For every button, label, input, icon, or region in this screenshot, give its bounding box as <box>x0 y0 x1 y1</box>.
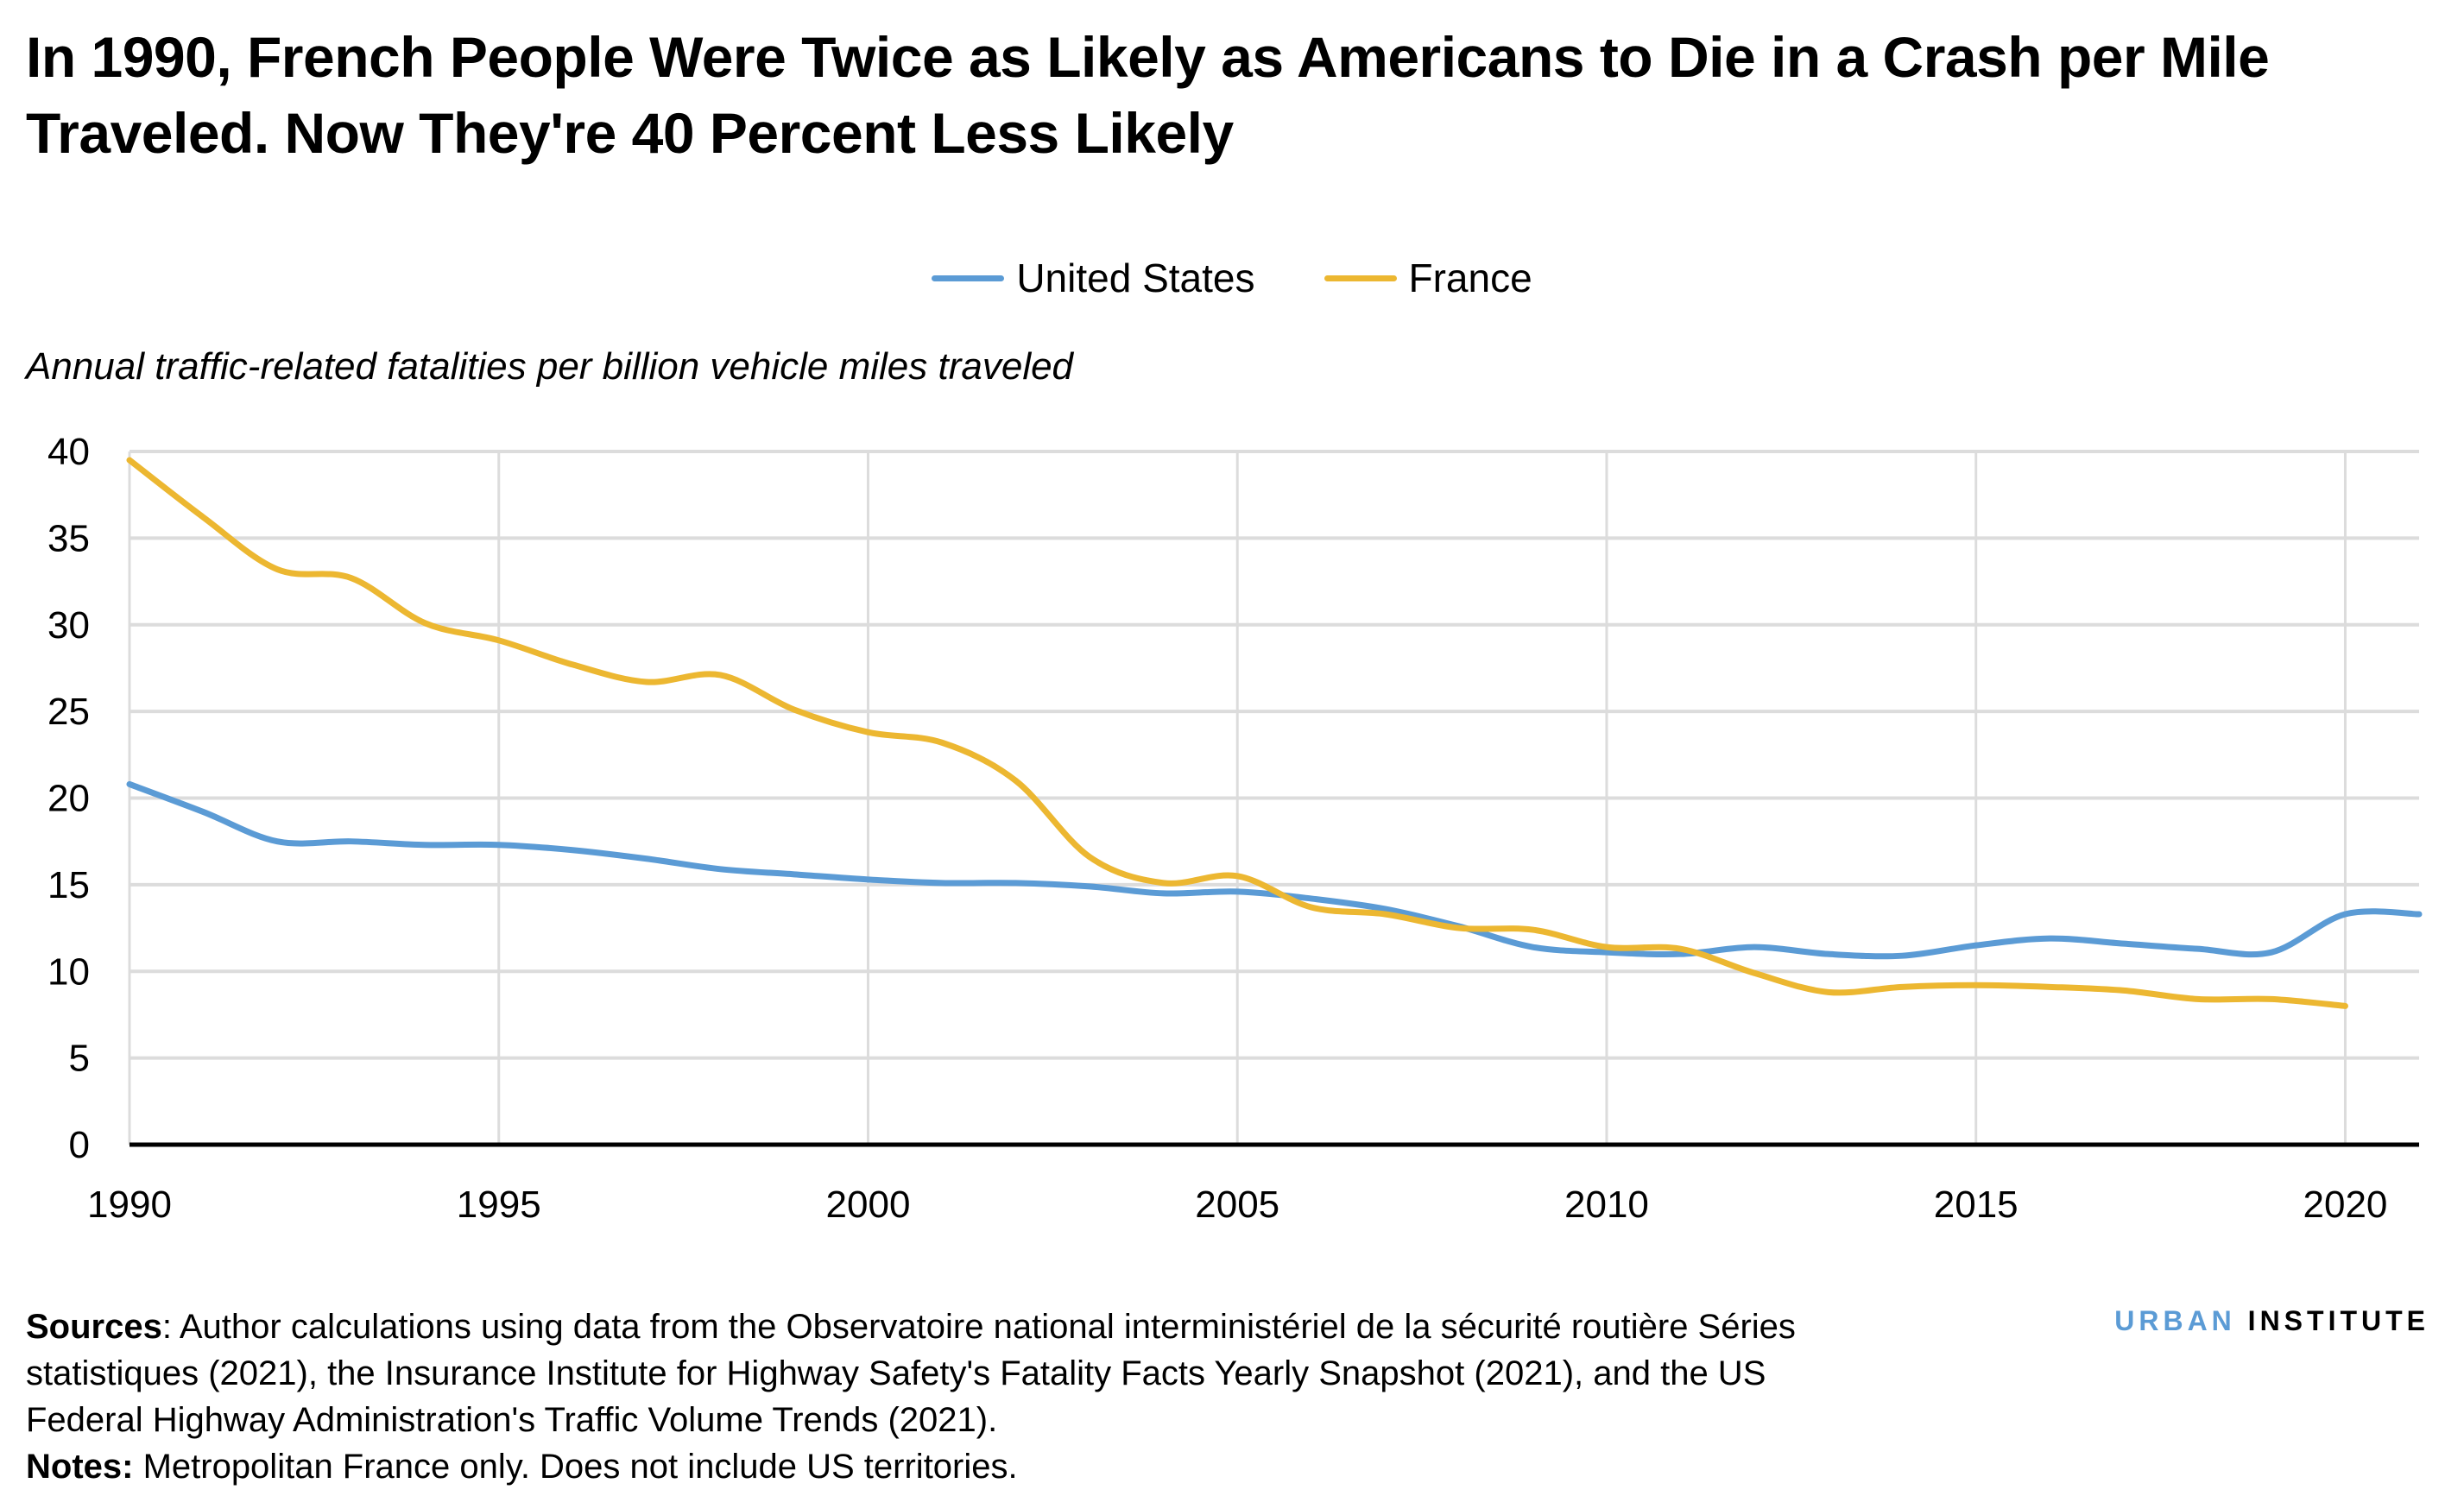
logo-urban: URBAN <box>2114 1305 2236 1336</box>
y-tick-label: 15 <box>47 864 90 906</box>
x-tick-label: 1995 <box>457 1184 541 1226</box>
footer: Sources: Author calculations using data … <box>26 1303 1839 1490</box>
legend: United States France <box>0 255 2464 301</box>
x-tick-label: 2000 <box>826 1184 911 1226</box>
y-axis-label: Annual traffic-related fatalities per bi… <box>26 345 1074 388</box>
chart-title: In 1990, French People Were Twice as Lik… <box>26 25 2270 165</box>
logo-institute: INSTITUTE <box>2247 1305 2429 1336</box>
series-line-france <box>126 457 2348 1009</box>
y-tick-label: 30 <box>47 604 90 647</box>
x-tick-label: 2020 <box>2303 1184 2388 1226</box>
x-tick-label: 2010 <box>1564 1184 1649 1226</box>
y-tick-label: 35 <box>47 517 90 559</box>
x-tick-label: 2015 <box>1934 1184 2019 1226</box>
sources-text: : Author calculations using data from th… <box>26 1308 1796 1439</box>
y-tick-label: 25 <box>47 691 90 733</box>
y-tick-label: 0 <box>69 1124 90 1166</box>
y-tick-label: 5 <box>69 1038 90 1080</box>
sources-label: Sources <box>26 1308 162 1346</box>
legend-swatch-united-states <box>932 275 1005 281</box>
y-tick-label: 10 <box>47 950 90 993</box>
legend-label-france: France <box>1408 256 1532 300</box>
legend-swatch-france <box>1324 275 1397 281</box>
urban-institute-logo: URBAN INSTITUTE <box>2114 1305 2429 1337</box>
series-line-united-states <box>126 780 2423 960</box>
notes-label: Notes: <box>26 1448 134 1486</box>
notes-text: Metropolitan France only. Does not inclu… <box>133 1448 1018 1486</box>
legend-label-united-states: United States <box>1016 256 1255 300</box>
y-tick-label: 40 <box>47 431 90 473</box>
x-tick-label: 2005 <box>1195 1184 1279 1226</box>
legend-item-france: France <box>1324 255 1532 301</box>
x-tick-label: 1990 <box>87 1184 172 1226</box>
y-tick-label: 20 <box>47 778 90 820</box>
legend-item-united-states: United States <box>932 255 1255 301</box>
